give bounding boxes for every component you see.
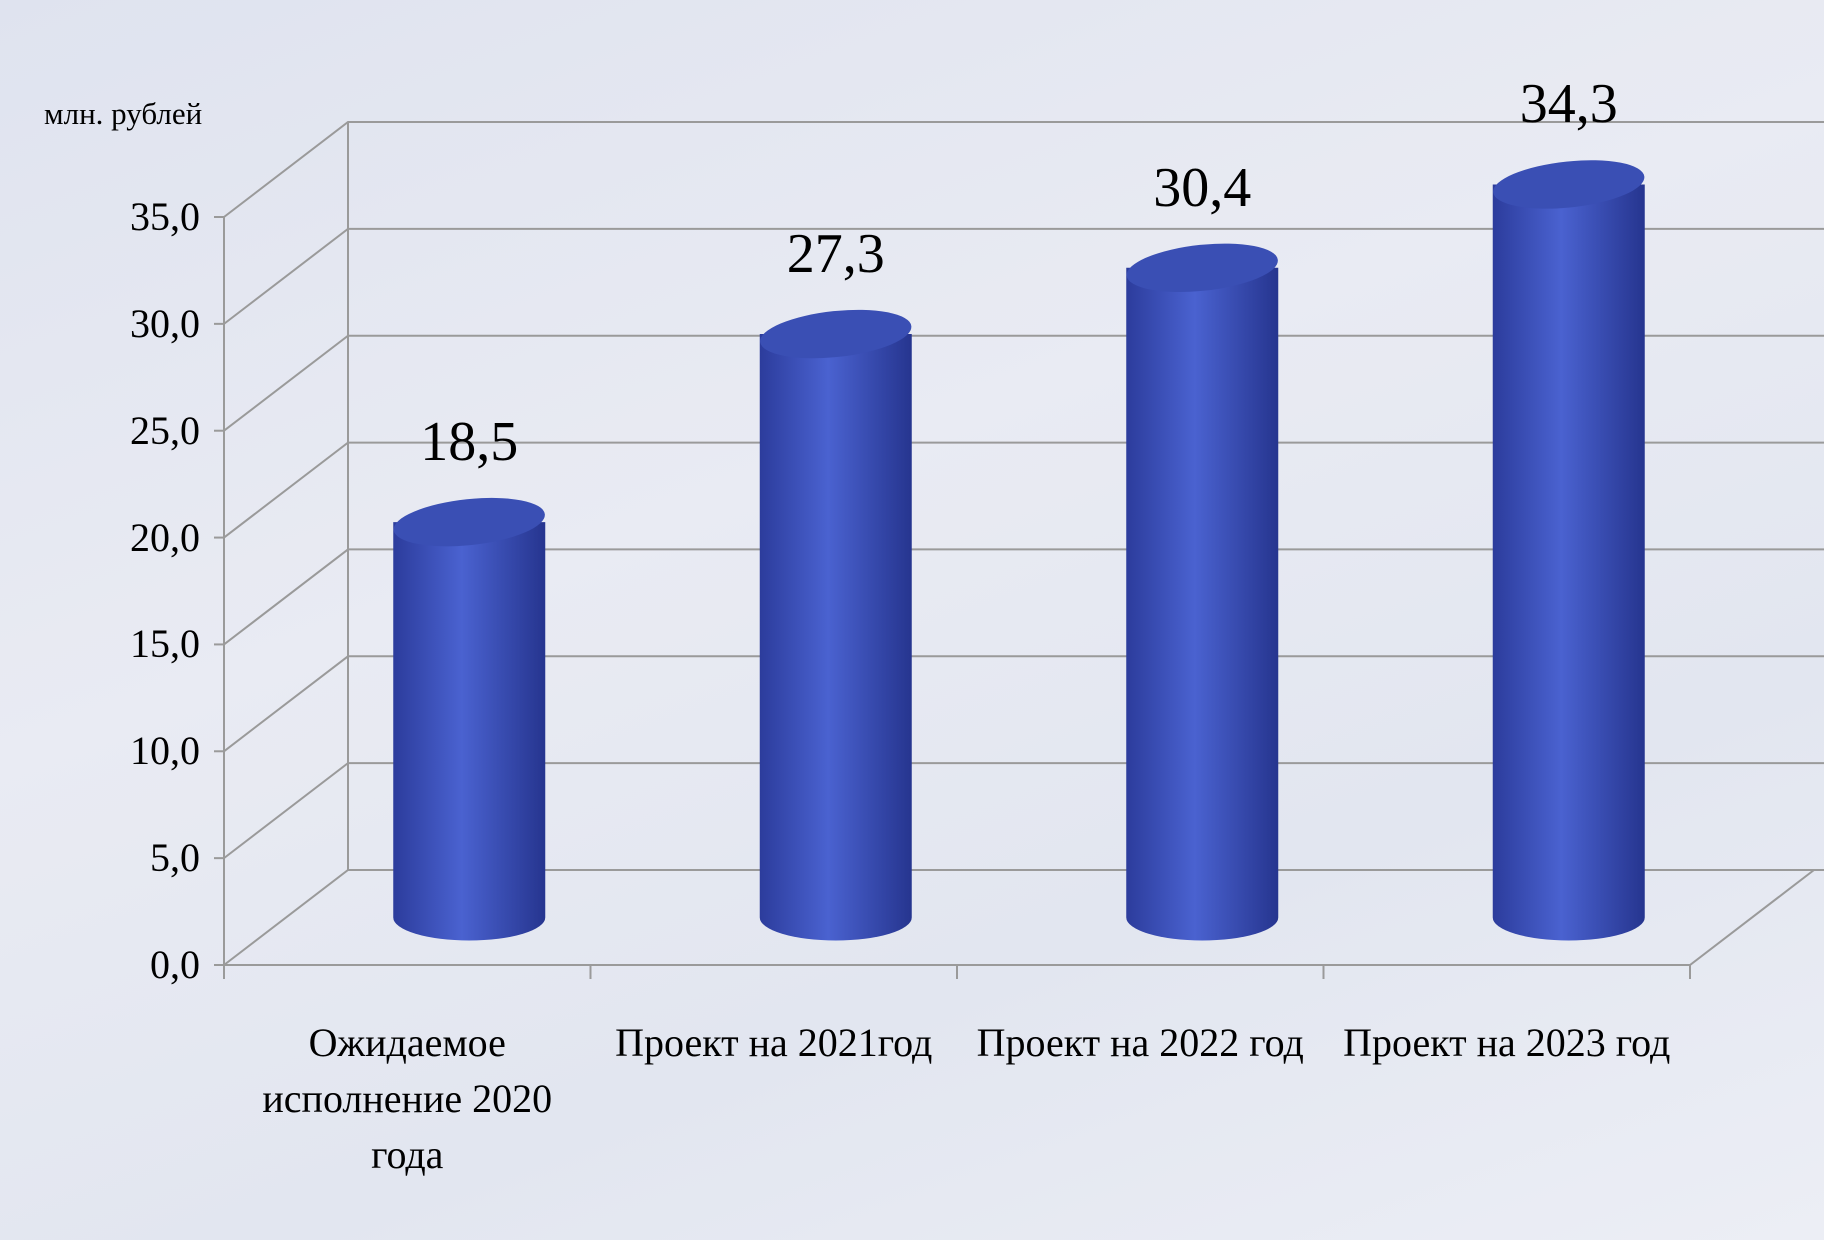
grid-line — [223, 121, 1824, 218]
grid-line — [223, 762, 1824, 859]
value-label: 34,3 — [1519, 73, 1618, 136]
y-tick-label: 0,0 — [150, 942, 200, 987]
x-tick-label: Ожидаемое исполнение 2020 года — [262, 1020, 553, 1177]
unit-label: млн. рублей — [44, 96, 203, 131]
grid-line — [223, 869, 1824, 966]
grid-line — [223, 655, 1824, 753]
cylinder-body — [393, 522, 546, 941]
cylinder-top — [1126, 243, 1278, 293]
cylinder-top — [393, 497, 545, 547]
cylinder-body — [759, 334, 912, 941]
value-label: 30,4 — [1153, 156, 1252, 219]
y-tick-label: 15,0 — [130, 621, 200, 667]
y-tick-label: 25,0 — [130, 407, 200, 453]
y-tick-label: 5,0 — [150, 835, 200, 881]
grid-line — [223, 334, 1824, 432]
cylinder-top — [760, 309, 912, 359]
x-tick-label: Проект на 2023 год — [1343, 1020, 1671, 1065]
y-tick-label: 20,0 — [130, 514, 200, 560]
y-tick-label: 30,0 — [130, 300, 200, 346]
y-tick-label: 10,0 — [130, 728, 200, 774]
cylinder-body — [1126, 267, 1279, 941]
value-label: 18,5 — [420, 411, 519, 474]
cylinder-body — [1492, 184, 1645, 941]
grid-line — [223, 227, 1824, 325]
x-tick-label: Проект на 2021год — [615, 1020, 933, 1065]
y-tick-label: 35,0 — [130, 194, 200, 239]
grid-line — [223, 548, 1824, 646]
cylinder-top — [1493, 160, 1645, 209]
grid-line — [223, 441, 1824, 539]
value-label: 27,3 — [786, 223, 885, 286]
x-tick-label: Проект на 2022 год — [976, 1020, 1304, 1065]
